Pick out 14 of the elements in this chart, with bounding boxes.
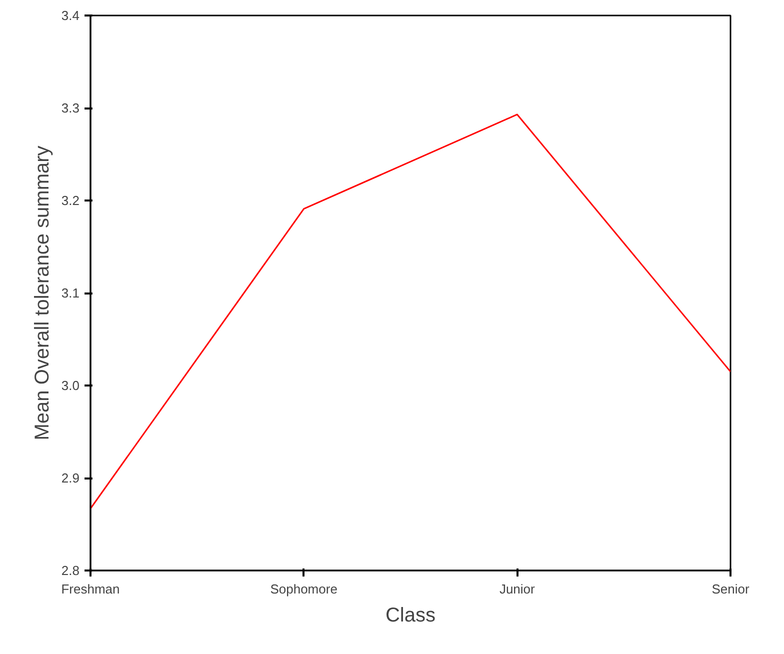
y-axis-title: Mean Overall tolerance summary — [31, 146, 54, 440]
y-tick-label: 3.2 — [61, 193, 80, 208]
line-series — [90, 114, 730, 510]
x-tick-label: Freshman — [61, 582, 120, 596]
y-tick-label: 2.9 — [61, 470, 80, 486]
y-tick-label: 3.1 — [61, 286, 80, 300]
x-axis-title: Class — [385, 604, 436, 626]
y-tick-label: 3.4 — [61, 8, 80, 23]
x-tick-label: Senior — [712, 582, 750, 596]
x-tick-label: Sophomore — [270, 582, 338, 596]
y-tick-label: 2.8 — [61, 563, 80, 578]
y-tick-label: 3.3 — [61, 100, 80, 116]
x-tick-label: Junior — [499, 582, 536, 596]
y-tick-label: 3.0 — [61, 378, 80, 393]
